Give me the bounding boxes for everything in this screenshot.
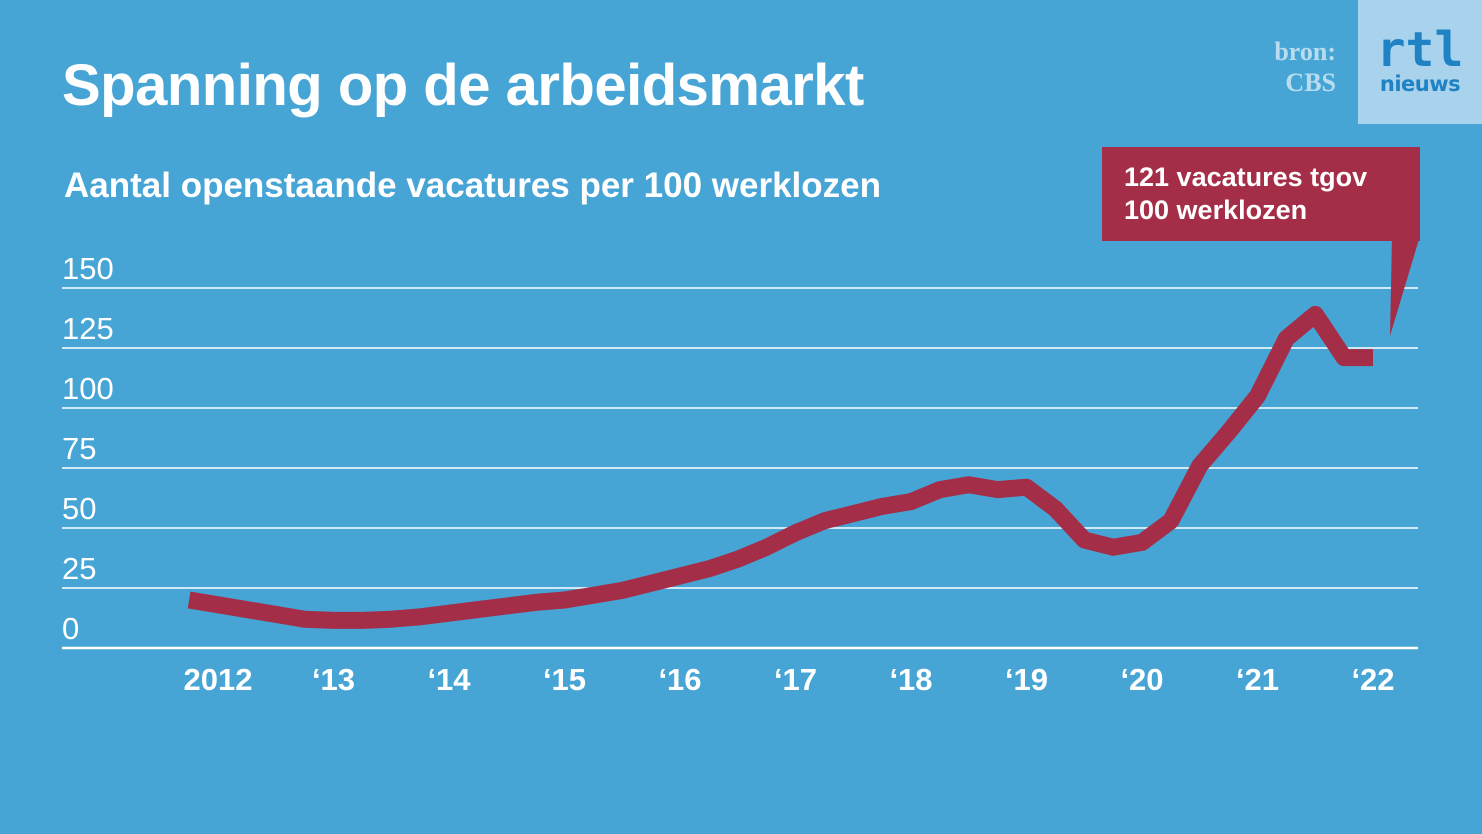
y-tick-label: 125 [62,311,114,346]
callout-line-2: 100 werklozen [1124,195,1308,225]
x-axis-ticks: 2012 ‘13 ‘14 ‘15 ‘16 ‘17 ‘18 ‘19 ‘20 ‘21 ‘22 [184,662,1395,697]
x-tick-label: ‘22 [1351,662,1394,697]
x-tick-label: ‘14 [427,662,471,697]
x-tick-label: ‘19 [1005,662,1048,697]
y-tick-label: 150 [62,251,114,286]
y-tick-label: 25 [62,551,96,586]
x-tick-label: ‘16 [658,662,701,697]
annotation-callout: 121 vacatures tgov 100 werklozen [1102,147,1420,241]
x-tick-label: ‘17 [774,662,817,697]
x-tick-label: ‘13 [312,662,355,697]
source-note: bron: CBS [1274,36,1336,98]
x-tick-label: ‘18 [889,662,932,697]
chart-title: Spanning op de arbeidsmarkt [62,53,864,118]
x-tick-label: 2012 [184,662,253,697]
y-tick-label: 75 [62,431,96,466]
logo-bottom-text: nieuws [1379,72,1461,96]
series-line-vacatures [187,305,1373,629]
x-tick-label: ‘15 [543,662,586,697]
logo-top-text: rtl [1377,22,1464,78]
y-tick-label: 0 [62,611,79,646]
source-value: CBS [1285,68,1336,97]
x-tick-label: ‘21 [1236,662,1279,697]
y-axis-ticks: 0 25 50 75 100 125 150 [62,251,114,646]
callout-line-1: 121 vacatures tgov [1124,162,1368,192]
callout-text: 121 vacatures tgov 100 werklozen [1124,161,1367,227]
grid-lines [62,287,1418,650]
chart-subtitle: Aantal openstaande vacatures per 100 wer… [64,166,881,205]
rtl-logo-icon: rtl [1377,22,1464,78]
y-tick-label: 50 [62,491,96,526]
callout-pointer [1390,236,1420,336]
y-tick-label: 100 [62,371,114,406]
source-label: bron: [1274,37,1336,66]
x-tick-label: ‘20 [1120,662,1163,697]
rtl-nieuws-logo: rtl nieuws [1358,0,1482,124]
